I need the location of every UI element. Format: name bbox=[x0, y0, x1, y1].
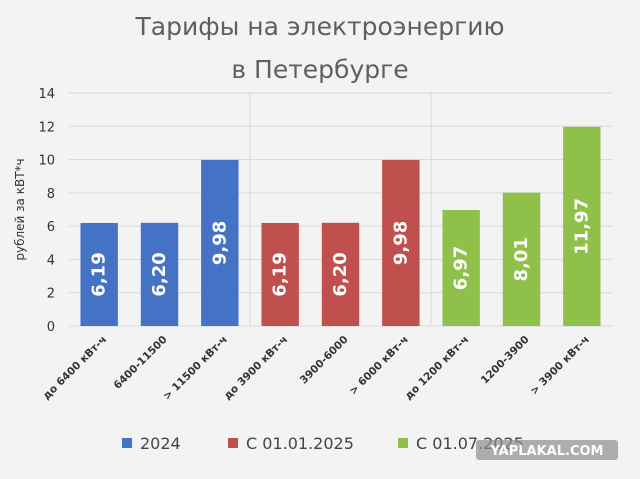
bar bbox=[382, 159, 420, 326]
x-axis-labels: до 6400 кВт-ч 6400-11500> 11500 кВт-чдо 3… bbox=[41, 334, 592, 403]
bar bbox=[140, 222, 179, 326]
chart-title: Тарифы на электроэнергию в Петербурге bbox=[134, 12, 504, 84]
bar-value-label: 6,20 bbox=[330, 252, 351, 296]
y-tick-label: 10 bbox=[38, 154, 55, 169]
x-tick-label: до 3900 кВт-ч bbox=[222, 334, 291, 403]
bar bbox=[201, 159, 239, 326]
y-axis-label: рублей за кВТ*ч bbox=[13, 158, 27, 260]
x-tick-label: до 1200 кВт-ч bbox=[403, 334, 472, 403]
legend-swatch bbox=[398, 438, 408, 448]
y-tick-label: 14 bbox=[38, 87, 55, 102]
y-tick-label: 12 bbox=[38, 120, 55, 135]
y-tick-label: 2 bbox=[47, 287, 55, 302]
legend: 2024 С 01.01.2025 С 01.07.2025 bbox=[122, 434, 524, 453]
x-tick-label: > 11500 кВт-ч bbox=[161, 334, 230, 403]
x-tick-label: 1200-3900 bbox=[479, 334, 532, 387]
bar-value-label: 8,01 bbox=[511, 237, 532, 281]
bar-value-label: 6,97 bbox=[451, 246, 472, 290]
legend-swatch bbox=[122, 438, 132, 448]
watermark-badge bbox=[476, 440, 618, 460]
bar bbox=[261, 222, 299, 326]
bar-value-label: 9,98 bbox=[209, 221, 230, 265]
chart-title-line: в Петербурге bbox=[231, 55, 408, 84]
y-axis-ticks: 0 2 4 6 8 10 12 14 bbox=[38, 87, 55, 335]
bar-value-label: 6,20 bbox=[149, 252, 170, 296]
bar-value-label: 9,98 bbox=[390, 221, 411, 265]
legend-label: 2024 bbox=[140, 434, 181, 453]
y-tick-label: 8 bbox=[47, 187, 55, 202]
chart-title-line: Тарифы на электроэнергию bbox=[134, 12, 504, 41]
bar-value-label: 6,19 bbox=[89, 252, 110, 296]
bar bbox=[502, 192, 541, 326]
watermark: YAPLAKAL.COM bbox=[476, 440, 618, 460]
bar-value-label: 11,97 bbox=[571, 198, 592, 255]
x-tick-label: 3900-6000 bbox=[298, 334, 351, 387]
bar bbox=[80, 222, 118, 326]
x-tick-label: > 6000 кВт-ч bbox=[347, 334, 411, 398]
bar-value-label: 6,19 bbox=[270, 252, 291, 296]
y-tick-label: 4 bbox=[47, 253, 55, 268]
bars: 6,19 6,20 9,98 6,19 6,20 9,98 6,97 8,01 11,97 bbox=[80, 126, 601, 326]
y-axis-title: рублей за кВТ*ч bbox=[13, 158, 27, 260]
x-tick-label: до 6400 кВт-ч bbox=[41, 334, 110, 403]
x-tick-label: 6400-11500 bbox=[112, 334, 170, 392]
y-tick-label: 6 bbox=[47, 220, 55, 235]
y-tick-label: 0 bbox=[47, 320, 55, 335]
watermark-text: YAPLAKAL.COM bbox=[490, 444, 604, 459]
x-tick-label: > 3900 кВт-ч bbox=[528, 334, 592, 398]
legend-swatch bbox=[228, 438, 238, 448]
bar bbox=[321, 222, 360, 326]
bar bbox=[442, 209, 480, 326]
legend-label: С 01.01.2025 bbox=[246, 434, 354, 453]
bar bbox=[563, 126, 601, 326]
